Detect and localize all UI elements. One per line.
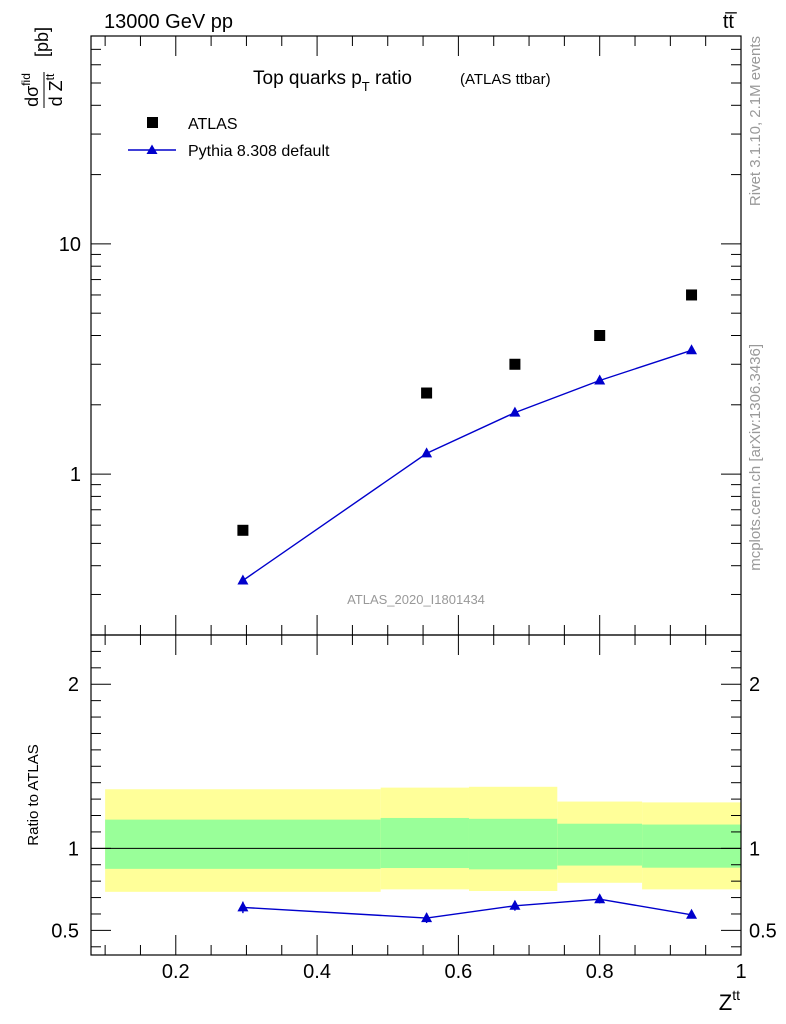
uncertainty-band-green <box>380 817 469 869</box>
mcplots-info-text: mcplots.cern.ch [arXiv:1306.3436] <box>747 344 764 571</box>
pythia-point <box>421 447 433 458</box>
main-ytick-label: 1 <box>70 464 81 486</box>
ratio-ytick-label-right: 2 <box>749 674 760 696</box>
ratio-pythia-point <box>686 908 698 919</box>
ylabel-unit: [pb] <box>32 27 52 57</box>
main-ytick-label: 10 <box>59 234 81 256</box>
ratio-ytick-label-right: 0.5 <box>749 920 777 942</box>
ratio-ylabel: Ratio to ATLAS <box>25 744 42 845</box>
legend: ATLAS Pythia 8.308 default <box>128 116 330 160</box>
uncertainty-band-green <box>642 824 741 868</box>
ratio-pythia-point <box>509 899 521 910</box>
pythia-point <box>509 406 521 417</box>
uncertainty-band-green <box>557 823 643 866</box>
legend-atlas-marker <box>147 117 158 128</box>
ratio-xtick-label: 1 <box>735 961 746 983</box>
main-panel: 1 10 ATLAS_2020_I1801434 Top quarks pT ra… <box>19 27 742 636</box>
ratio-axes: 0.5 0.51 12 20.2 0.4 0.6 0.8 1 <box>51 634 777 983</box>
rivet-info-text: Rivet 3.1.10, 2.1M events <box>747 36 764 206</box>
pythia-line <box>242 349 692 582</box>
ratio-xtick-label: 0.8 <box>586 961 614 983</box>
ratio-pythia-point <box>421 912 433 923</box>
uncertainty-band-green <box>105 819 381 869</box>
pythia-point <box>237 574 249 585</box>
pythia-point <box>686 344 698 355</box>
uncertainty-band-green <box>468 818 558 870</box>
ratio-ytick-label-right: 1 <box>749 838 760 860</box>
ratio-pythia-point <box>237 901 249 912</box>
chart-title-note: (ATLAS ttbar) <box>460 71 551 88</box>
chart-title: Top quarks pT ratio <box>253 68 412 94</box>
legend-atlas-label: ATLAS <box>188 116 238 133</box>
atlas-point <box>237 524 249 536</box>
main-axes: 1 10 <box>59 35 742 636</box>
legend-pythia-marker <box>146 144 158 154</box>
ratio-pythia-line <box>242 898 692 919</box>
ratio-pythia-point <box>594 893 606 904</box>
ratio-frame <box>90 634 742 956</box>
atlas-point <box>686 289 698 301</box>
legend-pythia-label: Pythia 8.308 default <box>188 143 330 160</box>
ratio-ytick-label-left: 2 <box>68 674 79 696</box>
analysis-watermark: ATLAS_2020_I1801434 <box>347 592 485 607</box>
ratio-bands <box>105 786 741 892</box>
ratio-series-layer <box>237 893 698 923</box>
atlas-point <box>509 358 521 370</box>
main-series-layer <box>237 289 698 585</box>
ylabel-numerator: dσfid <box>19 73 42 107</box>
atlas-point <box>421 387 433 399</box>
ratio-xlabel: Ztt <box>719 987 740 1015</box>
ratio-xtick-label: 0.6 <box>444 961 472 983</box>
atlas-point <box>594 330 606 341</box>
ratio-ytick-label-left: 1 <box>68 838 79 860</box>
ratio-ytick-label-left: 0.5 <box>51 920 79 942</box>
pythia-point <box>594 374 606 385</box>
ratio-xtick-label: 0.2 <box>162 961 190 983</box>
main-ylabel: dσfid d Ztt [pb] <box>19 27 66 108</box>
ratio-panel: 0.5 0.51 12 20.2 0.4 0.6 0.8 1 Ratio to ATLAS Z… <box>25 634 777 1015</box>
ratio-xtick-label: 0.4 <box>303 961 331 983</box>
ylabel-denominator: d Ztt <box>43 73 66 106</box>
header-right-text: tt̅ <box>723 11 737 33</box>
header-left-text: 13000 GeV pp <box>104 11 233 33</box>
